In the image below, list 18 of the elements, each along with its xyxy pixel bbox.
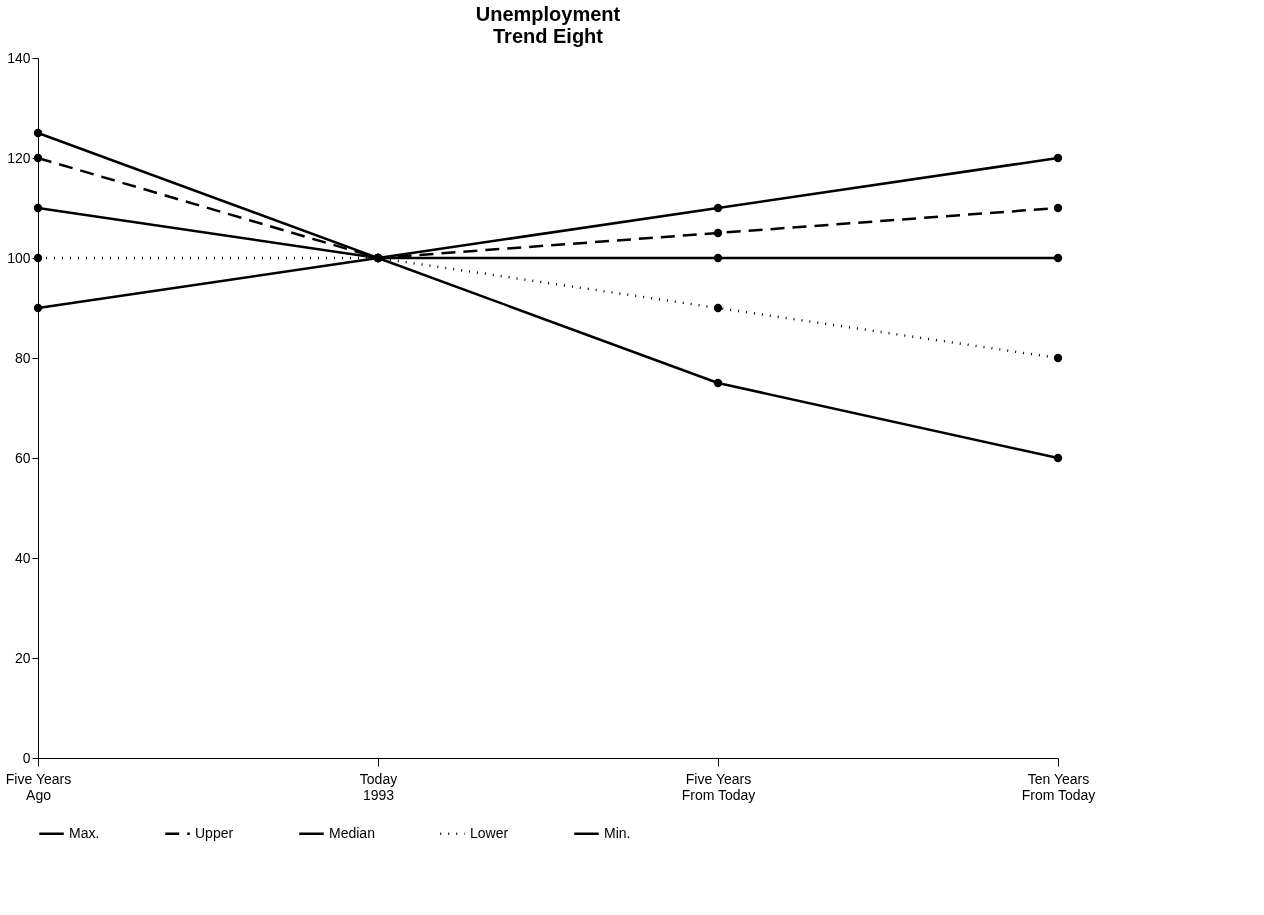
y-tick-label: 120 xyxy=(7,149,31,166)
x-tick-label: Five Years Ago xyxy=(5,770,72,803)
y-tick-label: 0 xyxy=(22,749,31,766)
legend-label: Min. xyxy=(604,824,631,841)
x-tick-label: Ten Years From Today xyxy=(1021,770,1096,803)
y-tick-label: 40 xyxy=(14,549,31,566)
x-tick-label: Today 1993 xyxy=(359,770,398,803)
y-tick-label: 100 xyxy=(7,249,31,266)
x-tick-label: Five Years From Today xyxy=(681,770,756,803)
chart-title: Unemployment Trend Eight xyxy=(475,3,621,47)
legend-label: Upper xyxy=(195,824,234,841)
y-tick-label: 20 xyxy=(14,649,31,666)
legend-label: Median xyxy=(329,824,375,841)
legend-label: Lower xyxy=(470,824,509,841)
y-tick-label: 60 xyxy=(14,449,31,466)
y-tick-label: 140 xyxy=(7,49,31,66)
legend-label: Max. xyxy=(69,824,100,841)
y-tick-label: 80 xyxy=(14,349,31,366)
